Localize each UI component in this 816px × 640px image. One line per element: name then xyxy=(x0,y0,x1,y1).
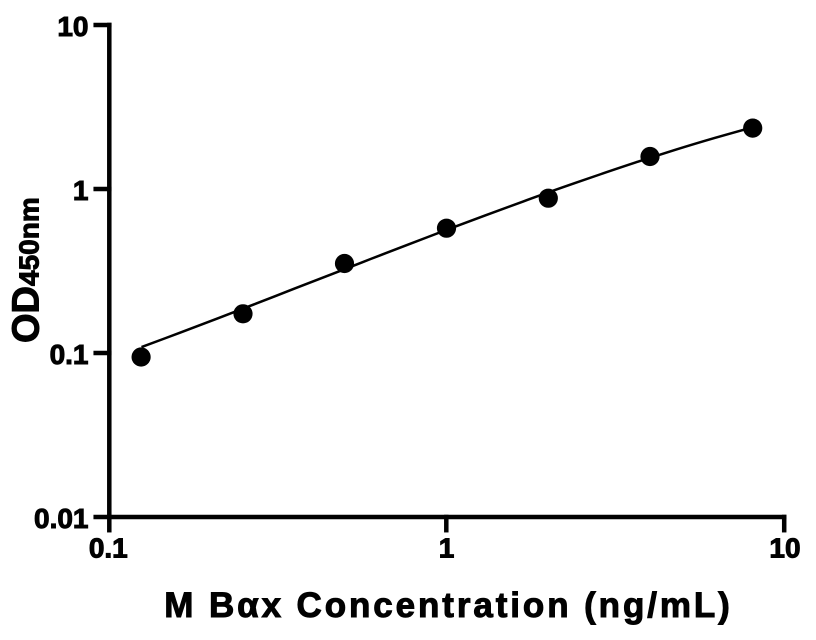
svg-text:1: 1 xyxy=(73,175,89,206)
svg-text:10: 10 xyxy=(769,533,800,564)
svg-text:1: 1 xyxy=(439,533,455,564)
svg-text:M Bαx Concentration (ng/mL): M Bαx Concentration (ng/mL) xyxy=(164,586,732,625)
svg-text:0.1: 0.1 xyxy=(89,533,128,564)
svg-text:0.1: 0.1 xyxy=(50,339,89,370)
svg-text:10: 10 xyxy=(57,11,88,42)
svg-text:0.01: 0.01 xyxy=(34,503,89,534)
